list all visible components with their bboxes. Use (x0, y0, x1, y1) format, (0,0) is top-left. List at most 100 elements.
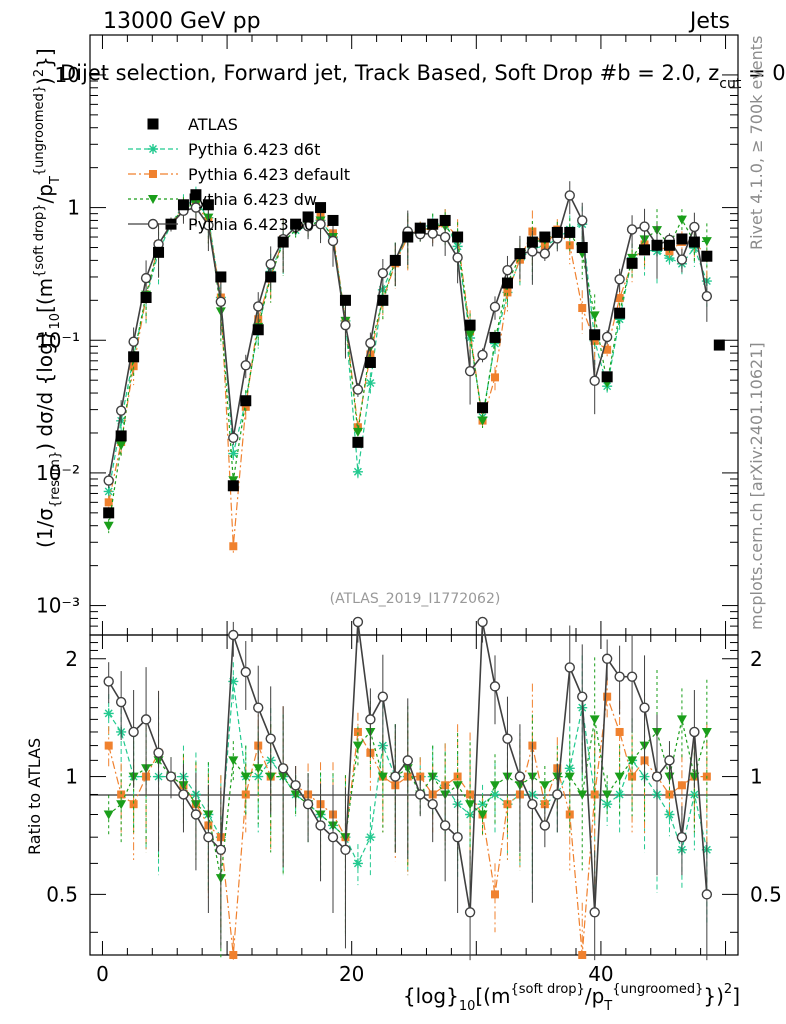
atlas-data-point (240, 395, 252, 407)
main-point-default (578, 304, 587, 313)
atlas-data-point (576, 242, 588, 254)
x-tick-label: 0 (96, 962, 109, 986)
atlas-data-point (128, 351, 140, 363)
ratio-series-p0 (103, 616, 713, 961)
ratio-point-default (353, 727, 362, 736)
ratio-point-d6t (490, 789, 500, 800)
ratio-point-p0 (689, 726, 700, 738)
main-point-p0 (315, 218, 326, 230)
tag-label: Jets (688, 9, 730, 34)
ratio-point-p0 (552, 789, 563, 800)
main-point-p0 (564, 190, 575, 201)
ratio-point-p0 (614, 671, 625, 682)
ratio-point-p0 (415, 789, 426, 800)
atlas-data-point (215, 271, 227, 283)
ratio-point-p0 (265, 733, 276, 744)
main-point-dw (676, 215, 687, 225)
main-point-p0 (240, 360, 251, 371)
analysis-watermark: (ATLAS_2019_I1772062) (330, 591, 501, 607)
atlas-data-point (140, 292, 152, 304)
x-tick-label: 20 (339, 962, 364, 986)
atlas-data-point (663, 239, 675, 251)
main-point-p0 (676, 254, 688, 265)
ratio-point-p0 (253, 702, 264, 713)
legend: ATLAS Pythia 6.423 d6t Pythia 6.423 defa… (128, 115, 350, 234)
ratio-point-dw (352, 741, 363, 751)
legend-marker-d6t (148, 144, 158, 154)
main-point-default (615, 294, 624, 303)
ratio-point-dw (377, 772, 388, 782)
main-point-p0 (527, 246, 538, 257)
ratio-point-p0 (365, 714, 376, 725)
axes: 0 20 40 10⁻³ 10⁻² 10⁻¹ 1 10 0.5 0.5 1 1 2 2 (36, 34, 782, 986)
atlas-data-point (389, 254, 401, 266)
main-point-default (603, 345, 612, 354)
ratio-point-default (628, 772, 637, 781)
ratio-point-dw (465, 800, 476, 810)
atlas-data-point (601, 371, 613, 383)
main-point-p0 (502, 264, 513, 276)
ratio-point-p0 (589, 907, 600, 918)
x-axis-label: {log}10[(m{soft drop}/pT{ungroomed}})2] (403, 982, 740, 1014)
ratio-point-p0 (190, 809, 202, 820)
ratio-point-p0 (651, 771, 663, 782)
ratio-point-dw (253, 764, 264, 774)
atlas-data-point (676, 233, 688, 245)
atlas-data-point (377, 294, 389, 306)
ratio-y-tick-label-left: 2 (65, 647, 78, 671)
ratio-point-p0 (277, 763, 289, 774)
ratio-point-p0 (564, 662, 575, 673)
ratio-point-default (503, 800, 512, 809)
ratio-point-dw (614, 772, 625, 782)
ratio-point-default (590, 790, 599, 799)
main-point-p0 (253, 301, 264, 312)
main-point-p0 (639, 221, 650, 232)
legend-label-default: Pythia 6.423 default (188, 165, 350, 184)
ratio-point-p0 (327, 831, 339, 843)
atlas-data-point (402, 231, 414, 243)
main-point-p0 (577, 215, 588, 226)
ratio-point-default (466, 790, 475, 799)
ratio-point-dw (539, 781, 550, 791)
rivet-label: Rivet 4.1.0, ≥ 700k events (747, 36, 766, 250)
ratio-point-dw (564, 772, 575, 782)
legend-label-p0: Pythia 6.423 p0 (188, 215, 314, 234)
main-y-tick-label: 1 (67, 196, 80, 220)
ratio-point-p0 (527, 798, 538, 810)
main-point-p0 (103, 475, 114, 486)
atlas-data-point (315, 202, 327, 214)
ratio-point-default (491, 890, 499, 899)
ratio-point-p0 (514, 771, 526, 782)
ratio-point-p0 (539, 820, 551, 831)
ratio-point-d6t (352, 858, 363, 869)
ratio-point-p0 (626, 671, 638, 682)
ratio-point-p0 (165, 771, 177, 782)
main-point-p0 (539, 248, 551, 259)
ratio-point-p0 (215, 844, 227, 855)
atlas-data-point (327, 214, 339, 226)
main-point-p0 (614, 274, 625, 285)
ratio-point-p0 (701, 889, 713, 900)
main-point-p0 (427, 228, 438, 239)
ratio-y-tick-label-right: 0.5 (750, 882, 782, 906)
atlas-data-point (489, 331, 501, 343)
ratio-point-default (229, 951, 238, 959)
atlas-data-point (539, 231, 551, 243)
atlas-data-point (277, 236, 289, 248)
main-point-default (241, 402, 250, 411)
ratio-point-p0 (153, 747, 164, 759)
atlas-data-point (589, 329, 601, 341)
main-point-d6t (664, 253, 675, 264)
main-point-d6t (365, 378, 376, 389)
atlas-data-point (115, 430, 127, 442)
ratio-point-p0 (439, 820, 451, 831)
ratio-point-dw (103, 810, 114, 820)
energy-label: 13000 GeV pp (103, 9, 261, 34)
ratio-y-tick-label-right: 2 (750, 647, 763, 671)
atlas-data-point (501, 277, 513, 289)
atlas-data-point (564, 226, 576, 238)
main-point-p0 (377, 268, 389, 279)
ratio-point-dw (116, 800, 127, 810)
ratio-point-p0 (502, 733, 513, 744)
